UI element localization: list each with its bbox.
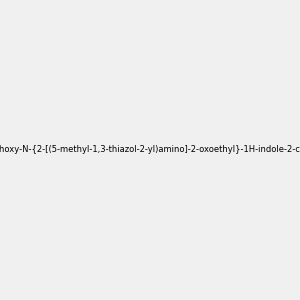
Text: 5,6,7-trimethoxy-N-{2-[(5-methyl-1,3-thiazol-2-yl)amino]-2-oxoethyl}-1H-indole-2: 5,6,7-trimethoxy-N-{2-[(5-methyl-1,3-thi… <box>0 146 300 154</box>
